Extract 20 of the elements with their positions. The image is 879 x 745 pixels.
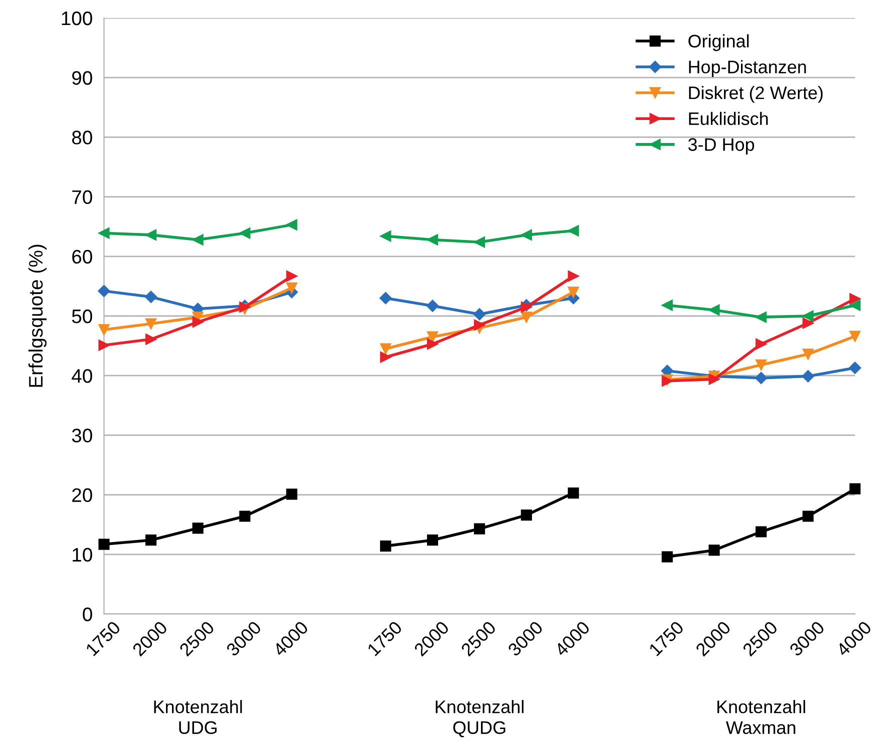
y-tick-label: 10: [72, 548, 92, 562]
text: Knotenzahl QUDG: [436, 700, 524, 738]
y-tick-label: 50: [72, 309, 92, 324]
y-tick-label: 100: [62, 11, 92, 26]
legend-label: Diskret (2 Werte): [689, 86, 823, 103]
legend-label: Hop-Distanzen: [689, 60, 806, 77]
legend-label: 3-D Hop: [688, 138, 754, 155]
y-tick-label: 60: [72, 250, 92, 264]
text: Knotenzahl UDG: [154, 700, 242, 734]
y-tick-label: 30: [72, 428, 92, 442]
text: Knotenzahl Waxman: [717, 700, 806, 734]
y-tick-label: 90: [72, 71, 92, 85]
y-tick-label: 40: [72, 369, 92, 383]
legend-label: Euklidisch: [689, 112, 768, 126]
y-tick-label: 70: [72, 190, 92, 204]
legend-label: Original: [688, 34, 749, 52]
y-tick-label: 20: [72, 488, 92, 502]
y-tick-label: 80: [72, 130, 92, 144]
y-axis-title: Erfolgsquote (%): [28, 244, 47, 387]
y-tick-label: 0: [82, 607, 92, 622]
